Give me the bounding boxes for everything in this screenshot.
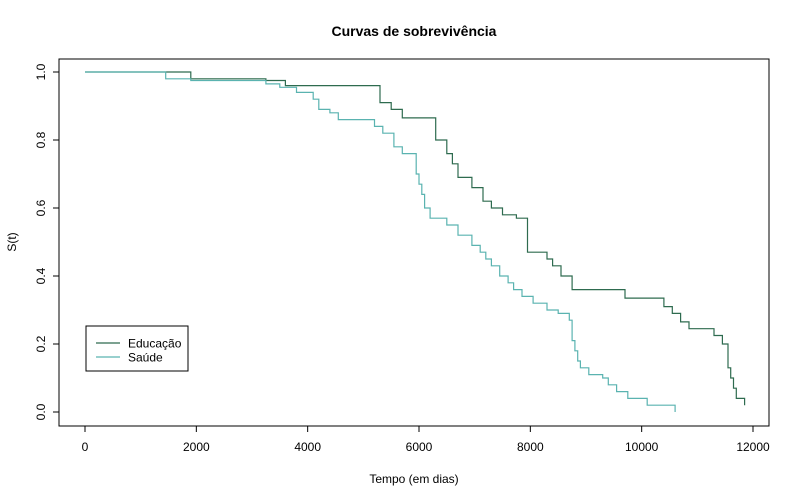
x-axis: 0 2000 4000 6000 8000 10000 12000 (82, 425, 770, 454)
x-tick-label: 0 (82, 440, 89, 454)
x-tick-label: 6000 (406, 440, 433, 454)
legend-box (85, 325, 189, 372)
x-tick-label: 2000 (183, 440, 210, 454)
y-tick-label: 0.8 (34, 131, 48, 148)
legend-label-saude: Saúde (128, 351, 163, 365)
chart-title: Curvas de sobrevivência (332, 23, 497, 39)
y-tick-label: 0.0 (34, 403, 48, 420)
y-tick-label: 0.6 (34, 199, 48, 216)
y-axis-label: S(t) (5, 232, 19, 251)
y-tick-label: 1.0 (34, 63, 48, 80)
y-tick-label: 0.2 (34, 335, 48, 352)
series-line-saude (85, 71, 676, 412)
series-layer (85, 71, 746, 412)
x-tick-label: 12000 (736, 440, 770, 454)
y-axis: 0.0 0.2 0.4 0.6 0.8 1.0 (34, 63, 60, 420)
y-tick-label: 0.4 (34, 267, 48, 284)
x-tick-label: 4000 (294, 440, 321, 454)
legend-label-educacao: Educação (128, 337, 182, 351)
series-line-educacao (85, 71, 746, 406)
x-axis-label: Tempo (em dias) (369, 472, 458, 486)
legend: Educação Saúde (85, 325, 189, 372)
x-tick-label: 10000 (625, 440, 659, 454)
x-tick-label: 8000 (517, 440, 544, 454)
